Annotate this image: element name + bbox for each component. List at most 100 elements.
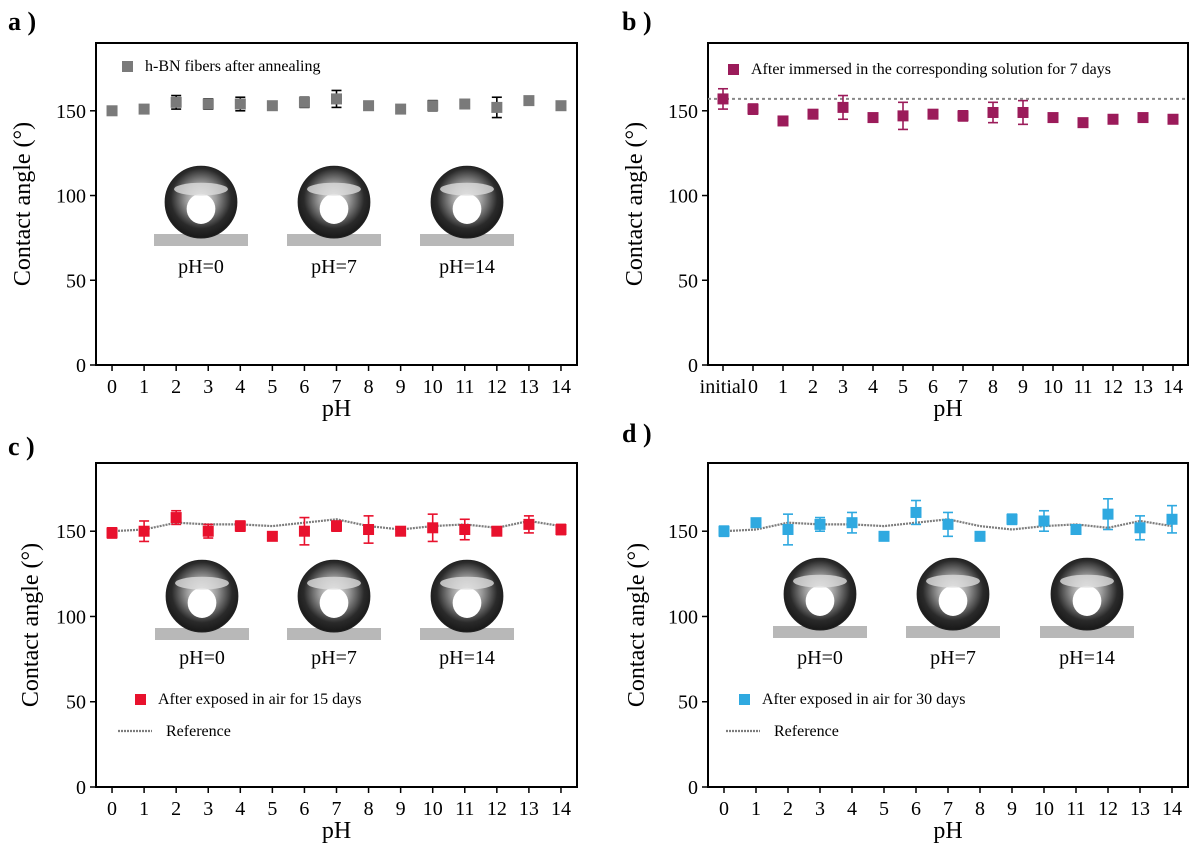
x-tick-label: 8 [988,376,998,398]
data-point [491,101,503,113]
x-tick-label: 0 [719,798,729,820]
x-tick-label: 2 [783,798,793,820]
x-tick-label: 7 [958,376,968,398]
x-tick-label: 8 [364,376,374,398]
x-tick-label: 4 [868,376,878,398]
substrate [906,626,1000,638]
data-point [202,525,214,537]
y-tick-label: 0 [76,355,86,377]
data-point [298,96,310,108]
droplet-reflection [307,576,361,590]
x-tick-label: 14 [551,376,571,398]
inset-label: pH=0 [797,647,843,669]
data-point [1070,524,1082,536]
data-point [837,101,849,113]
panel-label: a ) [8,7,36,36]
data-point [1134,522,1146,534]
x-tick-label: 4 [235,376,245,398]
plot-frame [707,42,1189,366]
x-tick-label: 10 [423,798,443,820]
data-point [942,518,954,530]
droplet-reflection [307,182,361,196]
data-point [459,98,471,110]
data-point [1017,106,1029,118]
y-tick-label: 100 [668,606,698,628]
data-point [138,525,150,537]
x-tick-label: 6 [911,798,921,820]
droplet-highlight [186,193,216,224]
data-point [555,100,567,112]
legend-label: Reference [166,723,231,740]
inset-label: pH=0 [179,647,225,669]
data-point [846,517,858,529]
panel-label: b ) [622,7,652,36]
y-tick-label: 150 [56,521,86,543]
y-tick-label: 0 [76,777,86,799]
inset-label: pH=7 [311,647,357,669]
x-tick-label: 14 [1162,798,1182,820]
y-tick-label: 50 [66,692,86,714]
substrate [287,628,381,640]
y-tick-label: 150 [668,101,698,123]
data-point [106,105,118,117]
x-tick-label: 6 [928,376,938,398]
droplet-image [420,165,514,246]
data-point [1167,113,1179,125]
droplet-image [1040,557,1134,638]
data-point [234,520,246,532]
y-tick-label: 50 [678,270,698,292]
x-tick-label: 0 [748,376,758,398]
x-tick-label: 11 [455,376,474,398]
y-tick-label: 50 [66,270,86,292]
droplet-reflection [793,574,847,588]
droplet-reflection [926,574,980,588]
x-tick-label: 11 [1073,376,1092,398]
x-tick-label: 4 [235,798,245,820]
legend-label: After immersed in the corresponding solu… [751,61,1111,78]
inset-label: pH=0 [178,256,224,278]
x-tick-label: 13 [519,798,539,820]
data-point [1107,113,1119,125]
data-point [777,115,789,127]
x-axis-label: pH [322,396,351,422]
x-tick-label: 13 [1130,798,1150,820]
x-tick-label: 8 [975,798,985,820]
data-point [910,506,922,518]
data-point [957,110,969,122]
droplet-reflection [175,576,229,590]
x-tick-label: 5 [879,798,889,820]
data-point [363,100,375,112]
data-point [814,518,826,530]
data-point [867,112,879,124]
data-point [1006,513,1018,525]
legend-label: Reference [774,723,839,740]
substrate [155,628,249,640]
legend-label: After exposed in air for 30 days [762,691,966,708]
droplet-reflection [1060,574,1114,588]
data-point [395,525,407,537]
data-point [807,108,819,120]
inset-label: pH=7 [930,647,976,669]
droplet-reflection [440,182,494,196]
data-point [897,110,909,122]
x-tick-label: 12 [487,376,507,398]
droplet-highlight [452,193,482,224]
x-tick-label: 13 [1133,376,1153,398]
data-point [1077,117,1089,129]
droplet-image [773,557,867,638]
x-tick-label: 2 [171,376,181,398]
data-point [427,522,439,534]
x-tick-label: 1 [139,798,149,820]
x-tick-label: 9 [396,376,406,398]
reference-line [111,518,562,533]
data-point [987,106,999,118]
y-tick-label: 150 [56,101,86,123]
y-tick-label: 0 [688,777,698,799]
data-point [363,524,375,536]
x-tick-label: 6 [299,798,309,820]
y-axis-label: Contact angle (°) [18,543,44,707]
